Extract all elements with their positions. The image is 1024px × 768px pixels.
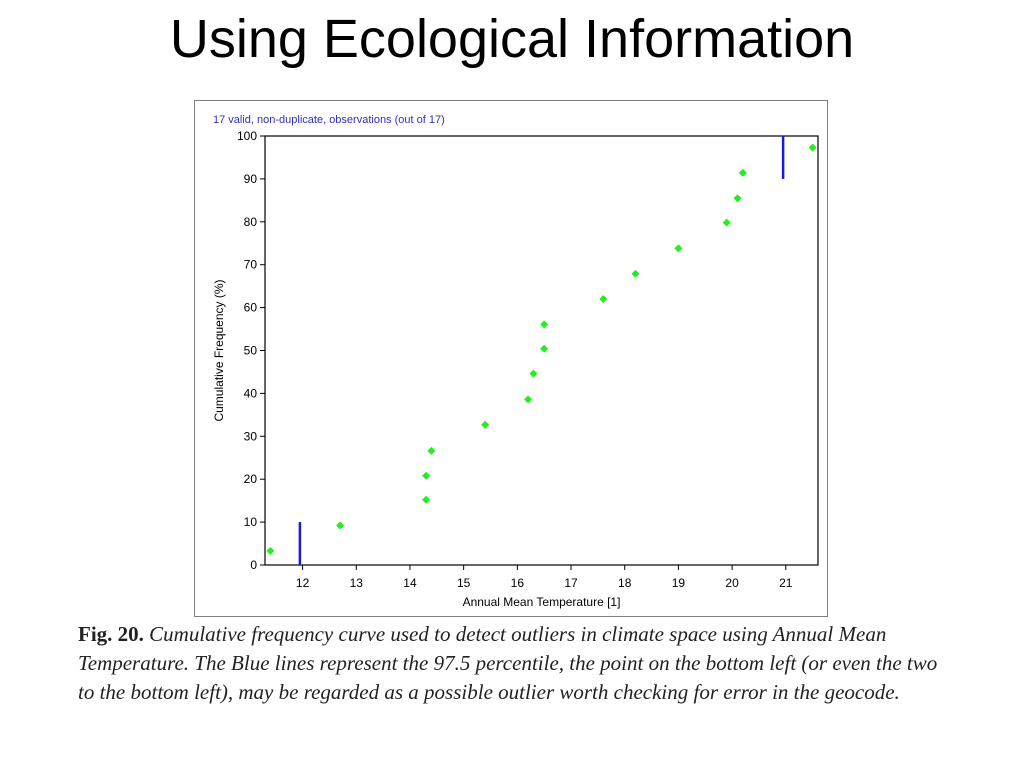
figure-panel: 17 valid, non-duplicate, observations (o…	[194, 100, 828, 617]
x-tick-label: 18	[618, 576, 632, 590]
x-axis-ticks: 12 13 14 15 16 17 18 19 20 21	[296, 565, 793, 590]
y-axis-label: Cumulative Frequency (%)	[212, 279, 226, 421]
y-tick-label: 80	[244, 215, 258, 229]
data-point	[427, 446, 436, 455]
figure-caption: Fig. 20. Cumulative frequency curve used…	[78, 620, 958, 707]
x-tick-label: 20	[725, 576, 739, 590]
data-point	[808, 143, 817, 152]
x-axis-label: Annual Mean Temperature [1]	[463, 595, 621, 609]
y-tick-label: 0	[250, 558, 257, 572]
y-tick-label: 20	[244, 472, 258, 486]
scatter-chart: 17 valid, non-duplicate, observations (o…	[212, 114, 819, 609]
percentile-lines	[298, 136, 785, 565]
data-point	[422, 471, 431, 480]
data-point	[481, 420, 490, 429]
data-point	[674, 244, 683, 253]
y-tick-label: 30	[244, 429, 258, 443]
plot-area-frame	[264, 135, 819, 566]
y-tick-label: 50	[244, 344, 258, 358]
x-tick-label: 16	[511, 576, 525, 590]
caption-text: Cumulative frequency curve used to detec…	[78, 622, 938, 704]
caption-label: Fig. 20.	[78, 622, 144, 646]
y-tick-label: 60	[244, 301, 258, 315]
x-tick-label: 21	[779, 576, 793, 590]
data-point	[540, 344, 549, 353]
x-tick-label: 12	[296, 576, 310, 590]
y-tick-label: 100	[237, 129, 257, 143]
chart-title: 17 valid, non-duplicate, observations (o…	[213, 114, 445, 126]
data-point	[422, 495, 431, 504]
x-tick-label: 13	[350, 576, 364, 590]
data-point	[722, 218, 731, 227]
data-point	[540, 320, 549, 329]
data-point	[631, 269, 640, 278]
x-tick-label: 14	[403, 576, 417, 590]
data-point	[733, 194, 742, 203]
x-tick-label: 19	[672, 576, 686, 590]
y-tick-label: 90	[244, 172, 258, 186]
data-points	[266, 143, 817, 555]
y-tick-label: 70	[244, 258, 258, 272]
data-point	[266, 546, 275, 555]
data-point	[599, 295, 608, 304]
x-tick-label: 15	[457, 576, 471, 590]
data-point	[529, 369, 538, 378]
y-axis-ticks: 0 10 20 30 40 50 60 70 80 90 100	[237, 129, 265, 572]
x-tick-label: 17	[564, 576, 578, 590]
data-point	[336, 521, 345, 530]
data-point	[738, 168, 747, 177]
y-tick-label: 10	[244, 515, 258, 529]
y-tick-label: 40	[244, 386, 258, 400]
data-point	[524, 395, 533, 404]
slide-title: Using Ecological Information	[169, 9, 855, 69]
